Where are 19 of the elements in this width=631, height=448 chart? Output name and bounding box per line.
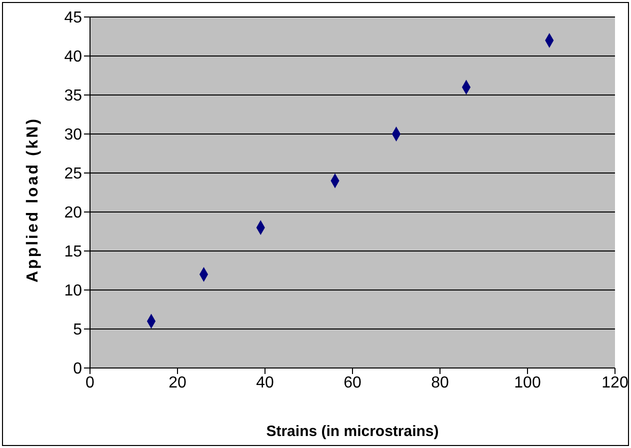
x-tick-label: 20 bbox=[168, 374, 186, 392]
y-tick-label: 0 bbox=[73, 360, 82, 378]
y-tick-label: 5 bbox=[73, 322, 82, 339]
y-tick-label: 20 bbox=[64, 204, 82, 222]
x-tick-label: 0 bbox=[86, 374, 95, 392]
x-axis-title: Strains (in microstrains) bbox=[266, 423, 439, 440]
x-tick-label: 80 bbox=[431, 374, 449, 392]
y-tick-label: 25 bbox=[64, 166, 82, 183]
x-tick-label: 120 bbox=[602, 374, 628, 392]
y-tick-label: 10 bbox=[64, 282, 82, 300]
y-tick-label: 15 bbox=[64, 244, 82, 261]
x-tick-label: 40 bbox=[256, 374, 274, 392]
x-tick-label: 100 bbox=[514, 374, 541, 392]
y-tick-label: 40 bbox=[64, 48, 82, 66]
x-tick-label: 60 bbox=[344, 374, 362, 392]
y-tick-label: 30 bbox=[64, 126, 82, 144]
y-axis-title: Applied load (kN) bbox=[24, 116, 42, 282]
y-tick-label: 35 bbox=[64, 88, 82, 105]
y-tick-label: 45 bbox=[64, 10, 82, 27]
